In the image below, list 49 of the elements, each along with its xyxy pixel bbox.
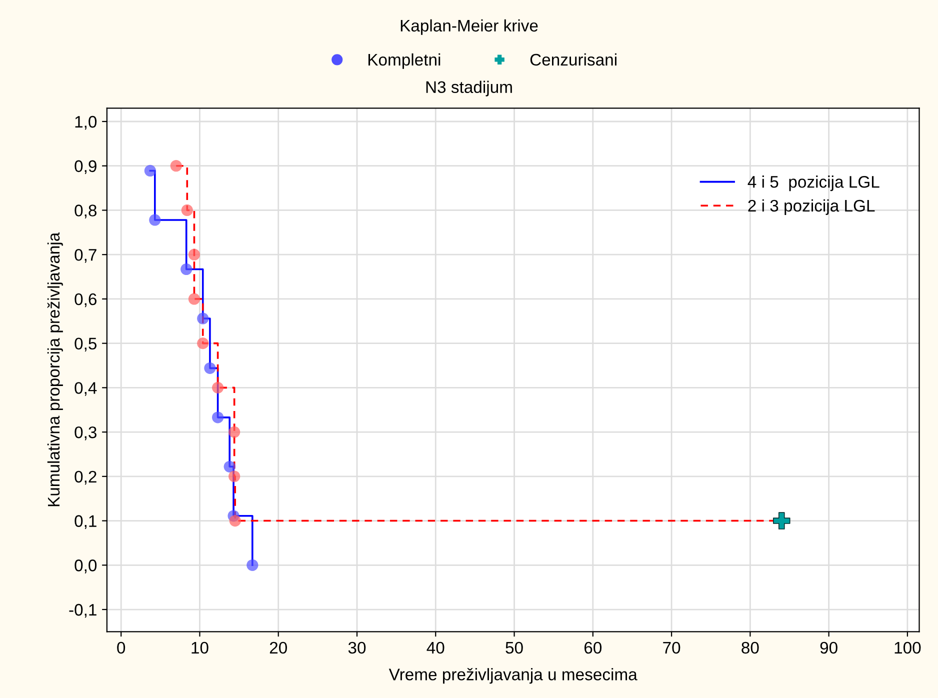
x-tick-label: 40 [426, 642, 444, 654]
x-tick-label: 30 [348, 642, 366, 654]
point [149, 214, 161, 226]
point [197, 338, 209, 350]
x-tick-label: 100 [894, 642, 921, 654]
chart-subtitle: N3 stadijum [426, 80, 512, 96]
point [181, 204, 193, 216]
y-axis-title: Kumulativna proporcija preživljavanja [47, 232, 63, 506]
point [228, 426, 240, 438]
x-tick-label: 50 [506, 642, 523, 654]
x-tick-label: 10 [192, 642, 208, 654]
legend-label: Kompletni [368, 53, 440, 69]
x-axis-title: Vreme preživljavanja u mesecima [388, 668, 638, 684]
point [180, 263, 192, 276]
point [224, 460, 236, 472]
y-tick-label: 0,3 [74, 426, 96, 440]
y-tick-label: 0,2 [74, 470, 96, 485]
y-tick-label: 0,1 [74, 515, 96, 529]
point [144, 164, 156, 177]
point [197, 312, 209, 324]
point [246, 559, 258, 571]
y-tick-label: 0,8 [74, 204, 96, 218]
point [212, 412, 224, 424]
y-tick-label: 0,7 [74, 248, 96, 263]
x-tick-label: 70 [663, 642, 680, 654]
y-tick-label: 0,0 [74, 560, 97, 574]
y-tick-label: 0,9 [74, 160, 96, 174]
x-tick-label: 60 [584, 642, 602, 654]
x-tick-label: 90 [820, 642, 838, 654]
x-tick-label: 0 [117, 642, 126, 654]
point [170, 160, 182, 172]
point [772, 512, 790, 530]
y-tick-label: -0,1 [69, 604, 96, 618]
point [212, 382, 224, 394]
chart-title: Kaplan-Meier krive [400, 19, 538, 35]
x-tick-label: 20 [270, 642, 287, 654]
point [188, 293, 200, 305]
point [204, 362, 216, 374]
y-tick-label: 0,4 [74, 382, 97, 396]
legend-label: 2 i 3 pozicija LGL [748, 199, 875, 215]
y-tick-label: 0,5 [74, 338, 97, 352]
y-tick-label: 0,6 [74, 293, 96, 308]
y-tick-label: 1,0 [75, 116, 97, 130]
legend-label: Cenzurisani [530, 53, 616, 66]
point [188, 248, 200, 260]
point [228, 470, 240, 482]
x-tick-label: 80 [742, 642, 759, 654]
legend-label: 4 i 5 pozicija LGL [748, 176, 880, 192]
point [229, 514, 241, 527]
